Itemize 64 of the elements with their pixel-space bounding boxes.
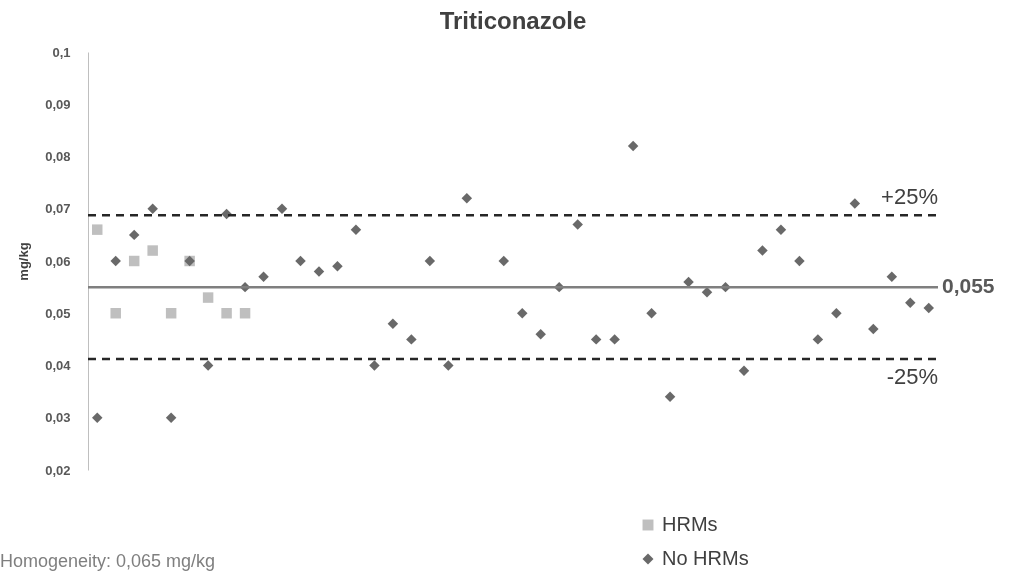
point bbox=[147, 245, 158, 256]
point bbox=[886, 271, 898, 282]
point bbox=[498, 255, 509, 267]
y-axis-title: mg/kg bbox=[16, 242, 32, 281]
point bbox=[92, 224, 103, 235]
point bbox=[202, 292, 214, 303]
point bbox=[295, 255, 306, 267]
y-tick-label: 0,03 bbox=[45, 410, 71, 426]
point bbox=[387, 318, 399, 329]
point bbox=[461, 193, 473, 204]
point bbox=[165, 308, 177, 319]
point bbox=[738, 365, 750, 376]
annotation: +25% bbox=[881, 184, 938, 210]
text: Homogeneity: 0,065 mg/kg bbox=[0, 551, 216, 571]
point bbox=[609, 334, 620, 345]
point bbox=[276, 203, 288, 214]
y-tick-label: 0,09 bbox=[45, 96, 71, 112]
y-tick-label: 0,08 bbox=[45, 149, 71, 164]
point bbox=[923, 302, 934, 314]
point bbox=[128, 255, 140, 267]
point bbox=[369, 360, 380, 371]
point bbox=[202, 360, 214, 371]
point bbox=[165, 412, 177, 423]
point bbox=[831, 308, 842, 319]
legend-label: HRMs bbox=[662, 513, 718, 535]
point bbox=[775, 224, 787, 235]
legend-label: No HRMs bbox=[662, 547, 749, 569]
point bbox=[905, 297, 916, 309]
point bbox=[868, 323, 879, 335]
point bbox=[239, 308, 251, 319]
point bbox=[572, 219, 583, 230]
point bbox=[517, 308, 528, 319]
point bbox=[128, 229, 140, 241]
point bbox=[701, 287, 713, 298]
point bbox=[646, 308, 657, 319]
y-tick-label: 0,06 bbox=[45, 253, 71, 269]
point bbox=[110, 308, 121, 319]
point bbox=[794, 255, 805, 267]
point bbox=[92, 412, 103, 423]
point bbox=[313, 266, 325, 277]
point bbox=[849, 198, 861, 209]
y-tick-label: 0,07 bbox=[45, 201, 71, 217]
point bbox=[443, 360, 454, 371]
ref-line-label: 0,055 bbox=[942, 274, 995, 298]
point bbox=[350, 224, 362, 235]
point bbox=[664, 391, 676, 403]
point bbox=[332, 260, 343, 272]
point bbox=[757, 245, 768, 256]
y-tick-label: 0,05 bbox=[45, 305, 71, 321]
point bbox=[424, 255, 436, 267]
point bbox=[590, 334, 602, 345]
point bbox=[110, 255, 121, 267]
y-tick-label: 0,04 bbox=[45, 358, 72, 373]
y-tick-label: 0,1 bbox=[52, 44, 71, 60]
chart-title: Triticonazole bbox=[439, 7, 587, 34]
y-tick-label: 0,02 bbox=[45, 462, 71, 478]
point bbox=[221, 308, 232, 319]
point bbox=[147, 203, 158, 214]
point bbox=[406, 334, 417, 345]
point bbox=[627, 140, 639, 152]
point bbox=[812, 334, 824, 345]
annotation: -25% bbox=[886, 363, 938, 389]
point bbox=[258, 271, 269, 282]
point bbox=[535, 328, 546, 340]
